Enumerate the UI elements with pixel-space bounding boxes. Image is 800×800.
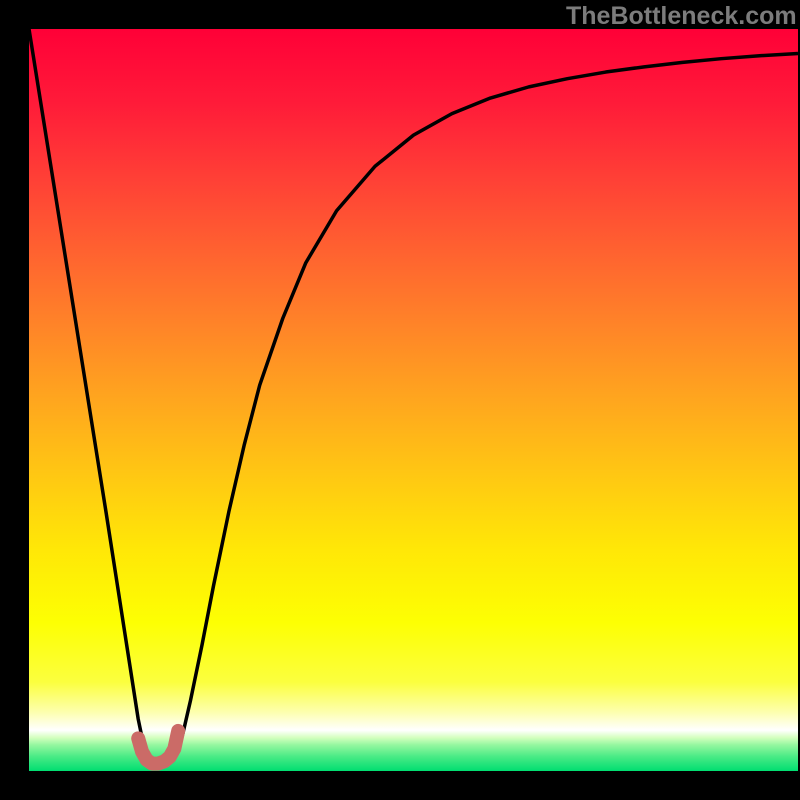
plot-gradient-background bbox=[29, 29, 798, 771]
watermark-text: TheBottleneck.com bbox=[566, 2, 797, 31]
bottleneck-chart bbox=[0, 0, 800, 800]
